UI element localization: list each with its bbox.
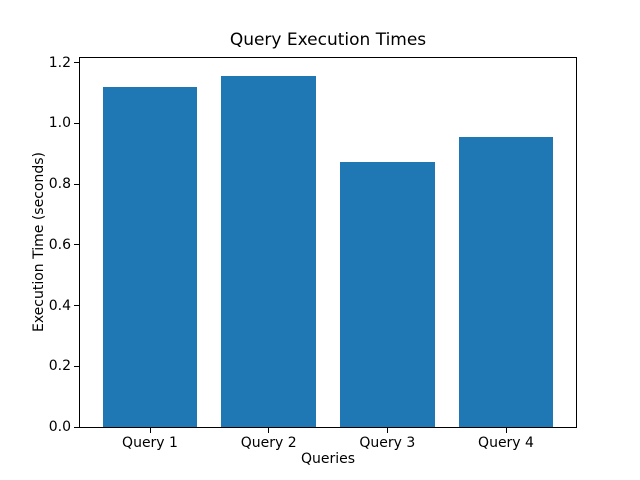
y-tick-mark [74, 183, 79, 185]
x-tick-mark [149, 428, 151, 433]
x-tick-label: Query 2 [240, 435, 297, 451]
y-tick-mark [74, 122, 79, 124]
y-axis-label: Execution Time (seconds) [31, 152, 47, 333]
chart-title: Query Execution Times [229, 30, 427, 50]
x-tick-label: Query 4 [478, 435, 534, 451]
y-tick-mark [74, 62, 79, 64]
bar-query-4 [458, 136, 554, 427]
x-tick-mark [268, 428, 270, 433]
bar-query-1 [102, 86, 198, 427]
bar-query-3 [339, 161, 435, 427]
y-tick-mark [74, 305, 79, 306]
x-tick-mark [386, 428, 388, 433]
bar-query-2 [221, 75, 317, 427]
x-tick-label: Query 1 [122, 435, 178, 451]
y-tick-label: 1.2 [48, 54, 71, 71]
y-tick-label: 0.2 [48, 358, 71, 375]
x-tick-label: Query 3 [359, 435, 416, 451]
y-tick-label: 1.0 [48, 115, 71, 132]
y-tick-mark [74, 365, 79, 367]
y-tick-label: 0.4 [48, 297, 71, 314]
y-tick-label: 0.6 [48, 236, 71, 253]
y-tick-mark [74, 426, 79, 428]
y-tick-label: 0.0 [48, 419, 71, 435]
y-tick-mark [74, 244, 79, 246]
x-tick-mark [505, 428, 507, 433]
plot-area: 0.0 0.2 0.4 0.6 0.8 1.0 1.2 Query 1 Query 2 Query… [49, 55, 577, 451]
x-axis-label: Queries [300, 451, 356, 467]
y-tick-label: 0.8 [48, 176, 71, 192]
